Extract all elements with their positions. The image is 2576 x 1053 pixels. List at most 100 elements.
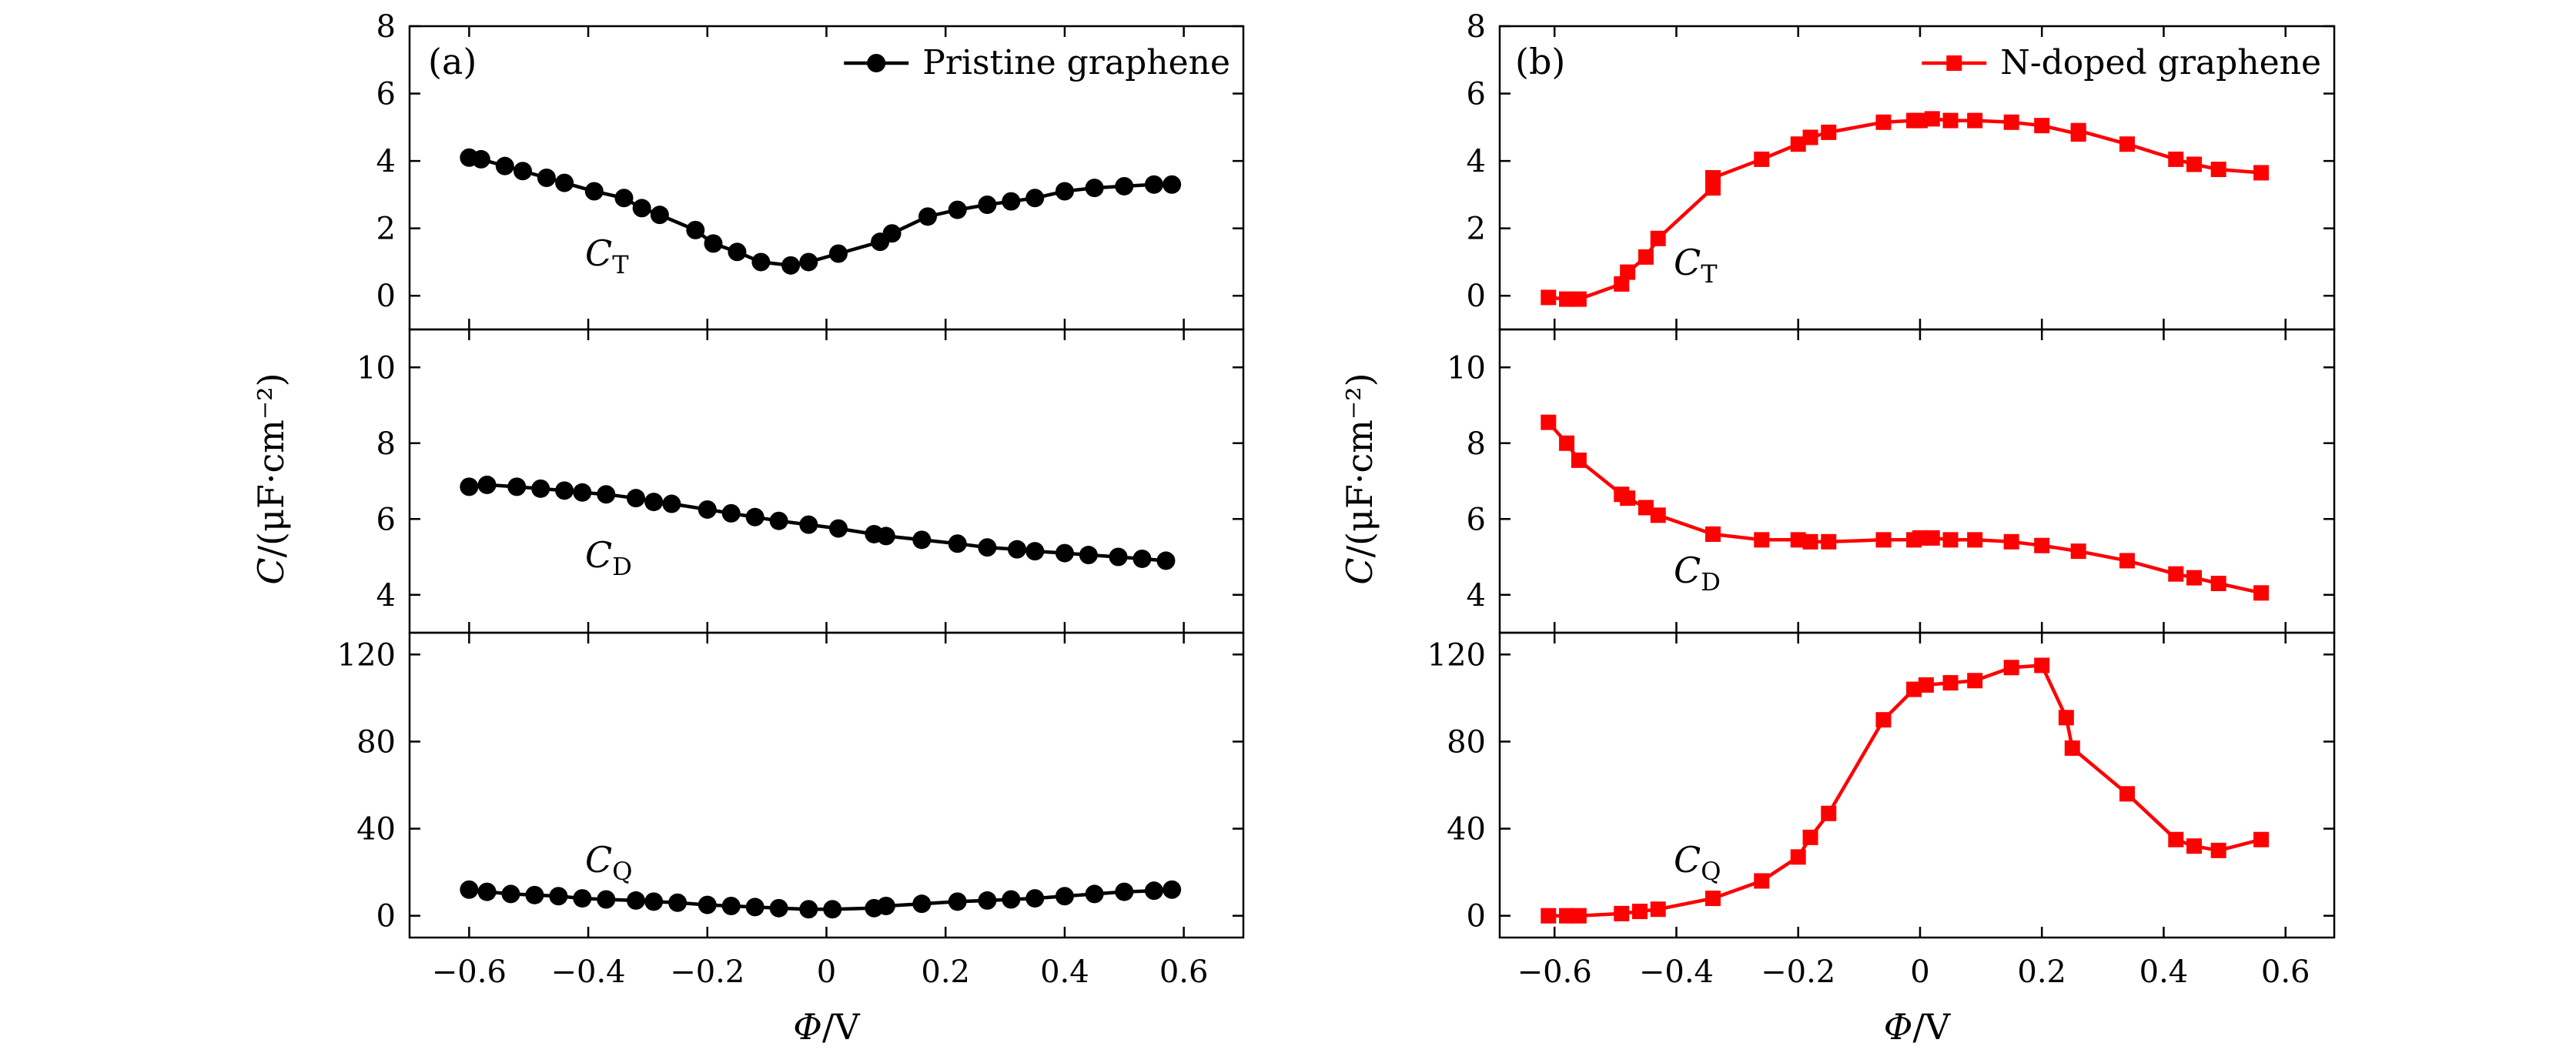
curve-label-subscript: T bbox=[612, 250, 629, 279]
data-point bbox=[698, 500, 717, 519]
subplot-t: 0 2 4 6 8 CT bbox=[376, 9, 1245, 331]
y-tick-label: 10 bbox=[1447, 350, 1486, 386]
series-line bbox=[469, 155, 1173, 268]
data-point bbox=[799, 900, 818, 919]
data-point bbox=[1754, 151, 1770, 167]
data-point bbox=[501, 884, 520, 904]
data-point bbox=[1571, 452, 1587, 468]
data-point bbox=[1115, 176, 1134, 196]
data-point bbox=[644, 892, 664, 911]
y-axis-symbol: C bbox=[250, 557, 292, 584]
data-point bbox=[1918, 677, 1934, 693]
data-point bbox=[626, 891, 645, 910]
curve-label: CQ bbox=[585, 839, 632, 886]
data-point bbox=[513, 162, 532, 181]
x-tick-label: 0 bbox=[817, 954, 836, 990]
curve-label: CT bbox=[1674, 242, 1718, 289]
data-point bbox=[614, 189, 634, 208]
data-point bbox=[728, 242, 747, 262]
data-point bbox=[1541, 289, 1557, 306]
subplot-frame bbox=[1498, 328, 2336, 634]
panel-label: (a) bbox=[428, 41, 477, 82]
data-point bbox=[644, 493, 664, 512]
y-tick-label: 4 bbox=[1467, 144, 1486, 179]
data-point bbox=[948, 892, 967, 911]
data-point bbox=[555, 173, 574, 192]
data-point bbox=[799, 252, 818, 272]
legend-label: N-doped graphene bbox=[2000, 43, 2321, 82]
data-point bbox=[1132, 549, 1152, 568]
subplot-d: 4 6 8 10 CD bbox=[356, 328, 1245, 634]
data-point bbox=[1631, 904, 1648, 920]
data-point bbox=[471, 149, 490, 169]
data-point bbox=[1790, 849, 1806, 865]
data-point bbox=[1906, 681, 1922, 697]
y-tick-label: 2 bbox=[376, 212, 396, 247]
curve-label-symbol: C bbox=[1674, 839, 1701, 881]
data-point bbox=[573, 889, 592, 908]
data-point bbox=[876, 526, 895, 546]
data-point bbox=[704, 234, 723, 253]
data-point bbox=[1002, 192, 1021, 211]
data-point bbox=[460, 477, 479, 496]
x-axis-symbol: Φ bbox=[793, 1006, 822, 1048]
data-point bbox=[632, 199, 651, 218]
data-point bbox=[1055, 182, 1074, 201]
y-tick-label: 120 bbox=[1427, 637, 1486, 673]
x-tick-label: 0.6 bbox=[1159, 954, 1209, 990]
data-point bbox=[2168, 566, 2184, 582]
data-point bbox=[1924, 530, 1940, 546]
data-point bbox=[495, 156, 514, 176]
y-tick-label: 4 bbox=[376, 578, 396, 613]
panel-label: (b) bbox=[1515, 41, 1565, 82]
data-point bbox=[650, 206, 669, 225]
x-tick-label: −0.4 bbox=[1639, 954, 1714, 990]
data-point bbox=[1942, 112, 1959, 129]
data-point bbox=[1942, 532, 1959, 548]
y-tick-label: 0 bbox=[376, 899, 396, 934]
data-point bbox=[2253, 165, 2270, 181]
data-point bbox=[1109, 547, 1128, 567]
x-tick-label: 0.2 bbox=[921, 954, 970, 990]
y-tick-label: 80 bbox=[356, 724, 396, 760]
data-point bbox=[1008, 540, 1027, 559]
data-point bbox=[2070, 122, 2086, 139]
data-point bbox=[1754, 532, 1770, 548]
data-point bbox=[1912, 530, 1928, 546]
y-axis-unit: /(μF·cm⁻²) bbox=[1339, 373, 1380, 557]
y-tick-label: 0 bbox=[1467, 279, 1486, 314]
data-point bbox=[1802, 533, 1818, 550]
data-point bbox=[2186, 838, 2203, 854]
y-tick-label: 6 bbox=[376, 77, 396, 112]
curve-label-subscript: D bbox=[612, 552, 632, 581]
data-point bbox=[2064, 740, 2080, 756]
curve-label: CQ bbox=[1674, 839, 1721, 886]
data-point bbox=[1967, 673, 1983, 689]
curve-label: CD bbox=[1674, 550, 1721, 597]
x-axis-title: Φ/V bbox=[793, 1006, 860, 1048]
data-point bbox=[1079, 546, 1098, 565]
curve-label-subscript: Q bbox=[1701, 857, 1721, 886]
data-point bbox=[1144, 881, 1163, 901]
data-point bbox=[1571, 291, 1587, 307]
data-point bbox=[1085, 884, 1104, 904]
data-point bbox=[668, 893, 687, 912]
data-point bbox=[1705, 526, 1721, 542]
x-tick-label: −0.2 bbox=[670, 954, 744, 990]
subplot-frame bbox=[408, 328, 1245, 634]
y-tick-label: 8 bbox=[1467, 9, 1486, 45]
data-point bbox=[2003, 533, 2019, 550]
data-point bbox=[1705, 170, 1721, 186]
data-point bbox=[2034, 657, 2050, 674]
data-point bbox=[799, 515, 818, 534]
y-tick-label: 4 bbox=[376, 144, 396, 179]
data-point bbox=[549, 887, 568, 906]
data-point bbox=[721, 503, 741, 523]
data-point bbox=[978, 891, 997, 910]
y-axis-title: C/(μF·cm⁻²) bbox=[250, 373, 292, 584]
data-point bbox=[1571, 908, 1587, 924]
y-axis-symbol: C bbox=[1339, 557, 1380, 584]
data-point bbox=[1821, 805, 1837, 821]
